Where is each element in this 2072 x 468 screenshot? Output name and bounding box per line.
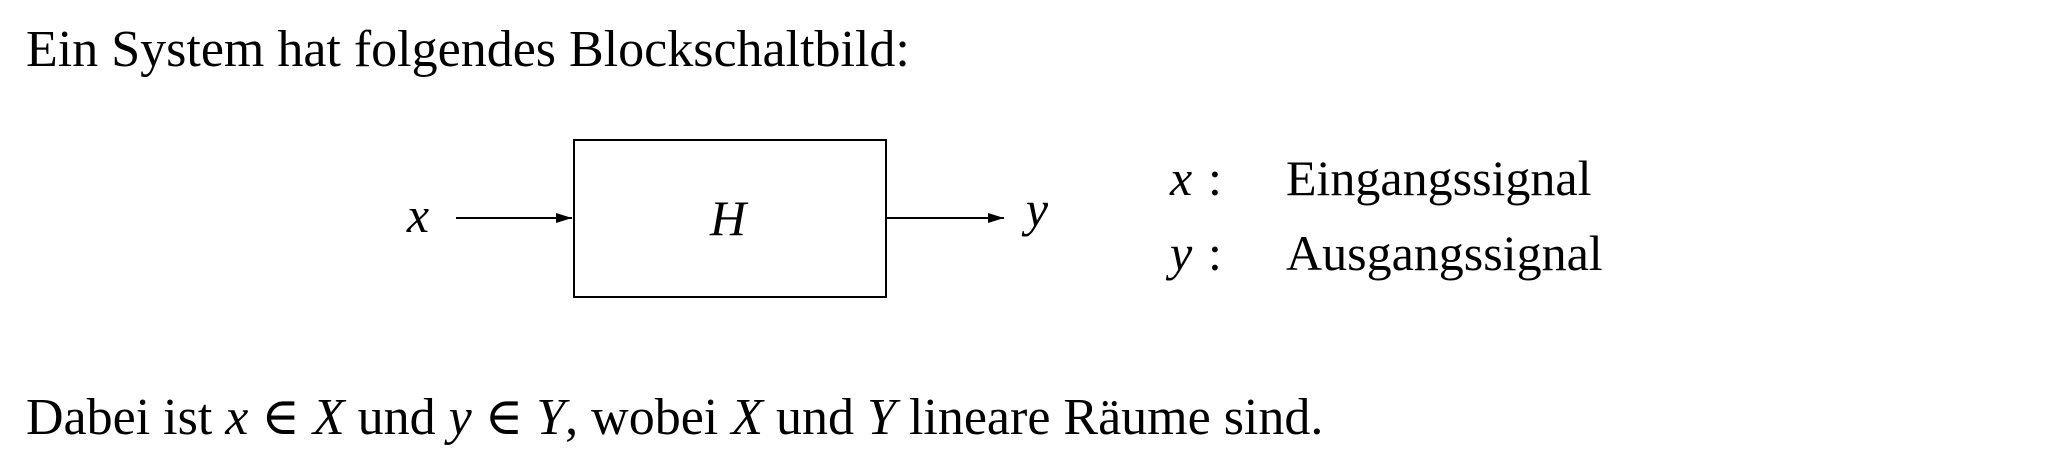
legend-description-input: Eingangssignal bbox=[1286, 150, 1592, 206]
outro-part: lineare Räume sind. bbox=[895, 389, 1324, 446]
outro-part: und bbox=[763, 389, 868, 446]
legend-row-input: x : Eingangssignal bbox=[1169, 150, 1592, 206]
element-of-symbol: ∈ bbox=[471, 389, 537, 446]
math-X: X bbox=[731, 389, 764, 446]
output-signal-label: y bbox=[1021, 181, 1049, 237]
math-x: x bbox=[225, 389, 249, 446]
element-of-symbol: ∈ bbox=[248, 389, 313, 446]
legend-description-output: Ausgangssignal bbox=[1286, 225, 1603, 281]
math-Y: Y bbox=[867, 389, 896, 446]
legend-row-output: y : Ausgangssignal bbox=[1165, 225, 1603, 281]
outro-text: Dabei ist x ∈ X und y ∈ Y, wobei X und Y… bbox=[26, 392, 1323, 444]
math-y: y bbox=[448, 389, 472, 446]
math-X: X bbox=[312, 389, 345, 446]
math-Y: Y bbox=[536, 389, 566, 446]
legend-colon-y: : bbox=[1208, 225, 1222, 281]
system-block-label: H bbox=[709, 190, 749, 246]
input-signal-label: x bbox=[406, 187, 429, 243]
legend: x : Eingangssignal y : Ausgangssignal bbox=[1165, 150, 1603, 281]
legend-colon-x: : bbox=[1208, 150, 1222, 206]
intro-text: Ein System hat folgendes Blockschaltbild… bbox=[26, 21, 910, 78]
outro-part: und bbox=[344, 389, 449, 446]
legend-symbol-y: y bbox=[1165, 225, 1193, 281]
legend-symbol-x: x bbox=[1169, 150, 1192, 206]
outro-part: , wobei bbox=[565, 389, 732, 446]
outro-part: Dabei ist bbox=[26, 389, 226, 446]
